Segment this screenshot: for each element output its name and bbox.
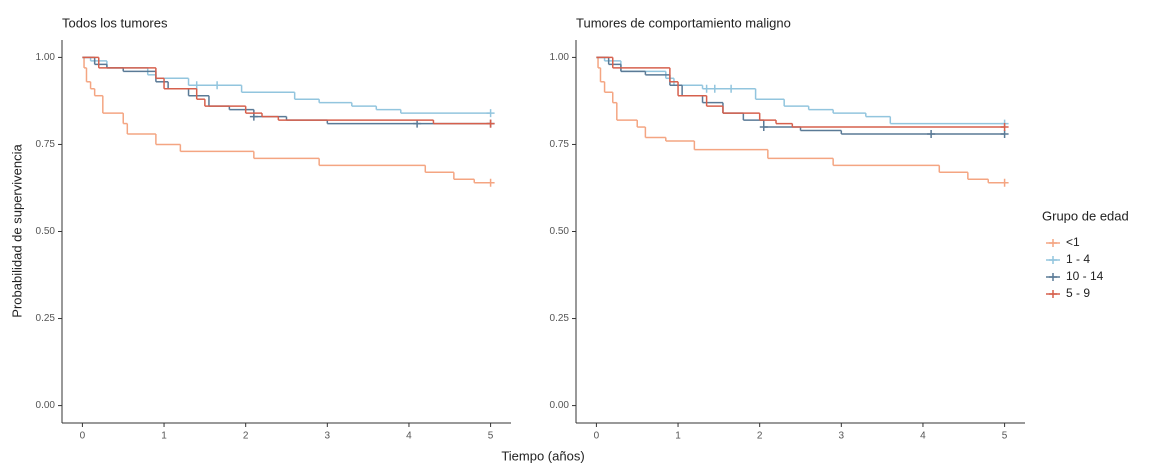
legend-key (1049, 290, 1057, 298)
x-tick-label: 3 (839, 431, 845, 442)
censor-mark (213, 81, 222, 90)
x-tick-label: 4 (406, 431, 412, 442)
x-tick-label: 2 (243, 431, 249, 442)
y-tick-label: 0.50 (36, 226, 56, 237)
y-tick-label: 0.50 (550, 226, 570, 237)
x-axis-label: Tiempo (años) (501, 448, 584, 463)
legend-key (1049, 256, 1057, 264)
legend-label: 5 - 9 (1066, 286, 1090, 300)
y-tick-label: 1.00 (550, 52, 570, 63)
legend-label: 1 - 4 (1066, 252, 1090, 266)
x-tick-label: 5 (488, 431, 494, 442)
y-tick-label: 1.00 (36, 52, 56, 63)
x-tick-label: 4 (920, 431, 926, 442)
censor-mark (192, 81, 201, 90)
legend-key (1049, 273, 1057, 281)
censor-mark (710, 84, 719, 93)
y-tick-label: 0.75 (550, 139, 570, 150)
panel-title: Todos los tumores (62, 15, 168, 30)
censor-mark (1000, 130, 1009, 139)
censor-mark (1000, 178, 1009, 187)
censor-mark (702, 84, 711, 93)
x-tick-label: 5 (1002, 431, 1008, 442)
censor-mark (486, 178, 495, 187)
y-tick-label: 0.75 (36, 139, 56, 150)
legend-title: Grupo de edad (1042, 208, 1129, 223)
x-tick-label: 2 (757, 431, 763, 442)
y-axis-label: Probabilidad de supervivencia (9, 144, 24, 318)
y-tick-label: 0.25 (550, 313, 570, 324)
x-tick-label: 1 (675, 431, 681, 442)
legend-label: <1 (1066, 235, 1080, 249)
censor-mark (727, 84, 736, 93)
x-tick-label: 3 (325, 431, 331, 442)
panel-title: Tumores de comportamiento maligno (576, 15, 791, 30)
censor-mark (413, 119, 422, 128)
y-tick-label: 0.00 (550, 400, 570, 411)
censor-mark (249, 112, 258, 121)
x-tick-label: 0 (594, 431, 600, 442)
censor-mark (486, 119, 495, 128)
legend-key (1049, 239, 1057, 247)
censor-mark (759, 123, 768, 132)
x-tick-label: 1 (161, 431, 167, 442)
y-tick-label: 0.00 (36, 400, 56, 411)
legend-label: 10 - 14 (1066, 269, 1104, 283)
censor-mark (486, 109, 495, 118)
x-tick-label: 0 (80, 431, 86, 442)
y-tick-label: 0.25 (36, 313, 56, 324)
censor-mark (1000, 123, 1009, 132)
censor-mark (927, 130, 936, 139)
